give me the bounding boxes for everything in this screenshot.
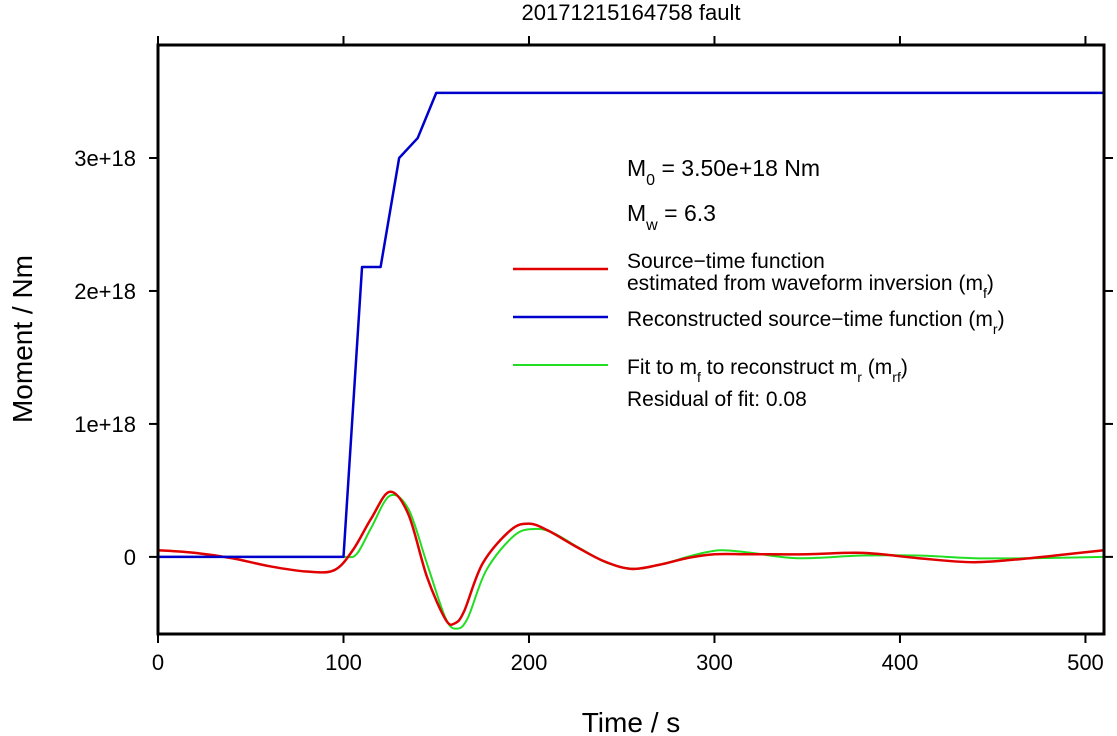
plot-frame: [156, 43, 1106, 636]
y-tick-label: 0: [124, 545, 136, 570]
ticks-layer: 0 100 200 300 400 500 0 1e+18 2e+18 3e+18: [74, 36, 1113, 675]
x-tick-label: 500: [1067, 650, 1104, 675]
mw-annotation: Mw = 6.3: [627, 200, 716, 234]
legend-label-rec: Reconstructed source−time function (mr): [627, 308, 1005, 337]
annotations: M0 = 3.50e+18 Nm Mw = 6.3: [627, 155, 820, 234]
x-axis-label: Time / s: [582, 707, 681, 736]
m0-annotation: M0 = 3.50e+18 Nm: [627, 155, 820, 189]
residual-text: Residual of fit: 0.08: [627, 388, 807, 411]
x-tick-label: 0: [152, 650, 164, 675]
series-layer: [157, 91, 1105, 630]
y-tick-label: 1e+18: [74, 412, 136, 437]
series-line-fit: [158, 493, 1105, 630]
series-line-stf: [157, 490, 1105, 627]
legend-label-fit: Fit to mf to reconstruct mr (mrf): [627, 356, 908, 385]
series-line-rec: [158, 91, 1104, 559]
y-tick-label: 2e+18: [74, 279, 136, 304]
chart-title: 20171215164758 fault: [522, 0, 741, 25]
x-tick-label: 300: [696, 650, 733, 675]
x-tick-label: 200: [511, 650, 548, 675]
legend: Source−time function estimated from wave…: [513, 250, 1005, 411]
legend-label-stf-line2: estimated from waveform inversion (mf): [627, 272, 994, 301]
legend-label-stf-line1: Source−time function: [627, 250, 825, 273]
x-tick-label: 400: [882, 650, 919, 675]
x-tick-label: 100: [325, 650, 362, 675]
y-axis-label: Moment / Nm: [7, 255, 38, 423]
y-tick-label: 3e+18: [74, 146, 136, 171]
